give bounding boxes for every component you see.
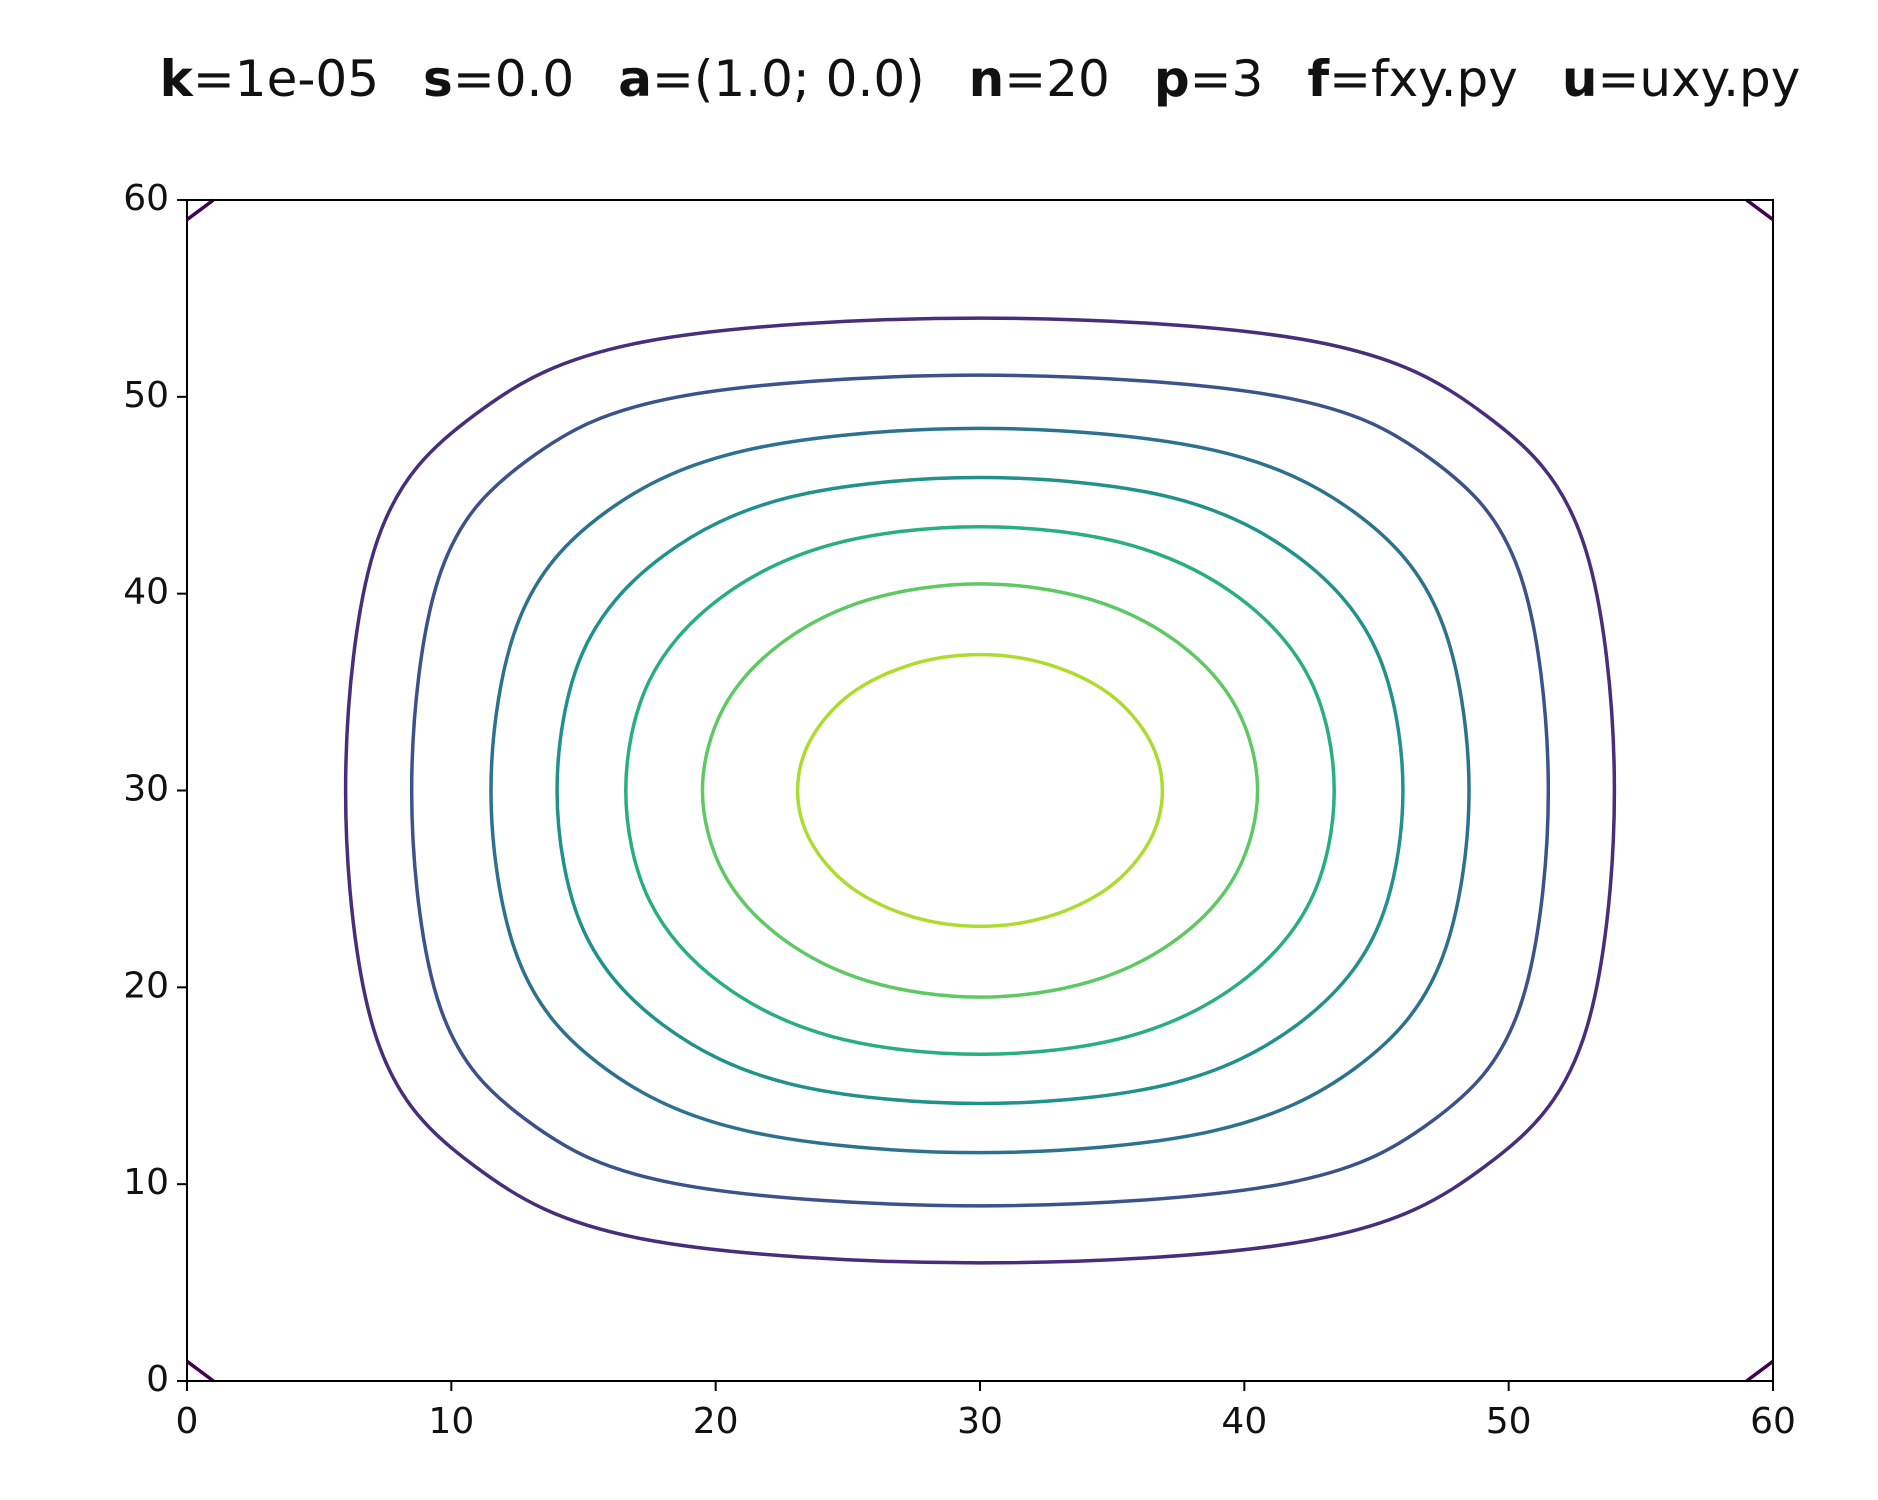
contour-line — [489, 426, 1471, 1155]
y-tick-label: 20 — [123, 965, 169, 1006]
y-tick-label: 0 — [146, 1359, 169, 1400]
x-tick-label: 0 — [176, 1401, 199, 1442]
y-tick-label: 50 — [123, 375, 169, 416]
chart-title: k=1e-05 s=0.0 a=(1.0; 0.0) n=20 p=3 f=fxy.py u… — [160, 50, 1801, 108]
contour-line — [795, 652, 1165, 929]
contour-line — [624, 524, 1336, 1057]
contour-line — [343, 316, 1617, 1265]
title-value: =0.0 — [453, 50, 574, 108]
title-key: n — [969, 50, 1005, 108]
title-key: f — [1307, 50, 1330, 108]
x-tick-label: 60 — [1750, 1401, 1796, 1442]
x-tick-label: 20 — [693, 1401, 739, 1442]
title-key: a — [618, 50, 652, 108]
title-key: k — [160, 50, 195, 108]
title-value: =3 — [1190, 50, 1264, 108]
y-tick-label: 10 — [123, 1162, 169, 1203]
title-key: p — [1154, 50, 1190, 108]
title-key: u — [1562, 50, 1598, 108]
x-tick-label: 30 — [957, 1401, 1003, 1442]
title-key: s — [423, 50, 453, 108]
title-value: =1e-05 — [193, 50, 379, 108]
title-value: =fxy.py — [1329, 50, 1518, 108]
x-tick-label: 50 — [1486, 1401, 1532, 1442]
x-tick-label: 10 — [428, 1401, 474, 1442]
plot-frame — [186, 199, 1774, 1382]
y-tick-label: 30 — [123, 769, 169, 810]
y-tick-label: 60 — [123, 178, 169, 219]
title-value: =20 — [1004, 50, 1110, 108]
contour-line — [185, 198, 1775, 1383]
contour-line — [409, 373, 1551, 1208]
contour-line — [700, 582, 1260, 999]
x-tick-label: 40 — [1221, 1401, 1267, 1442]
title-value: =(1.0; 0.0) — [652, 50, 925, 108]
contour-line — [555, 475, 1405, 1106]
title-value: =uxy.py — [1597, 50, 1800, 108]
y-tick-label: 40 — [123, 572, 169, 613]
